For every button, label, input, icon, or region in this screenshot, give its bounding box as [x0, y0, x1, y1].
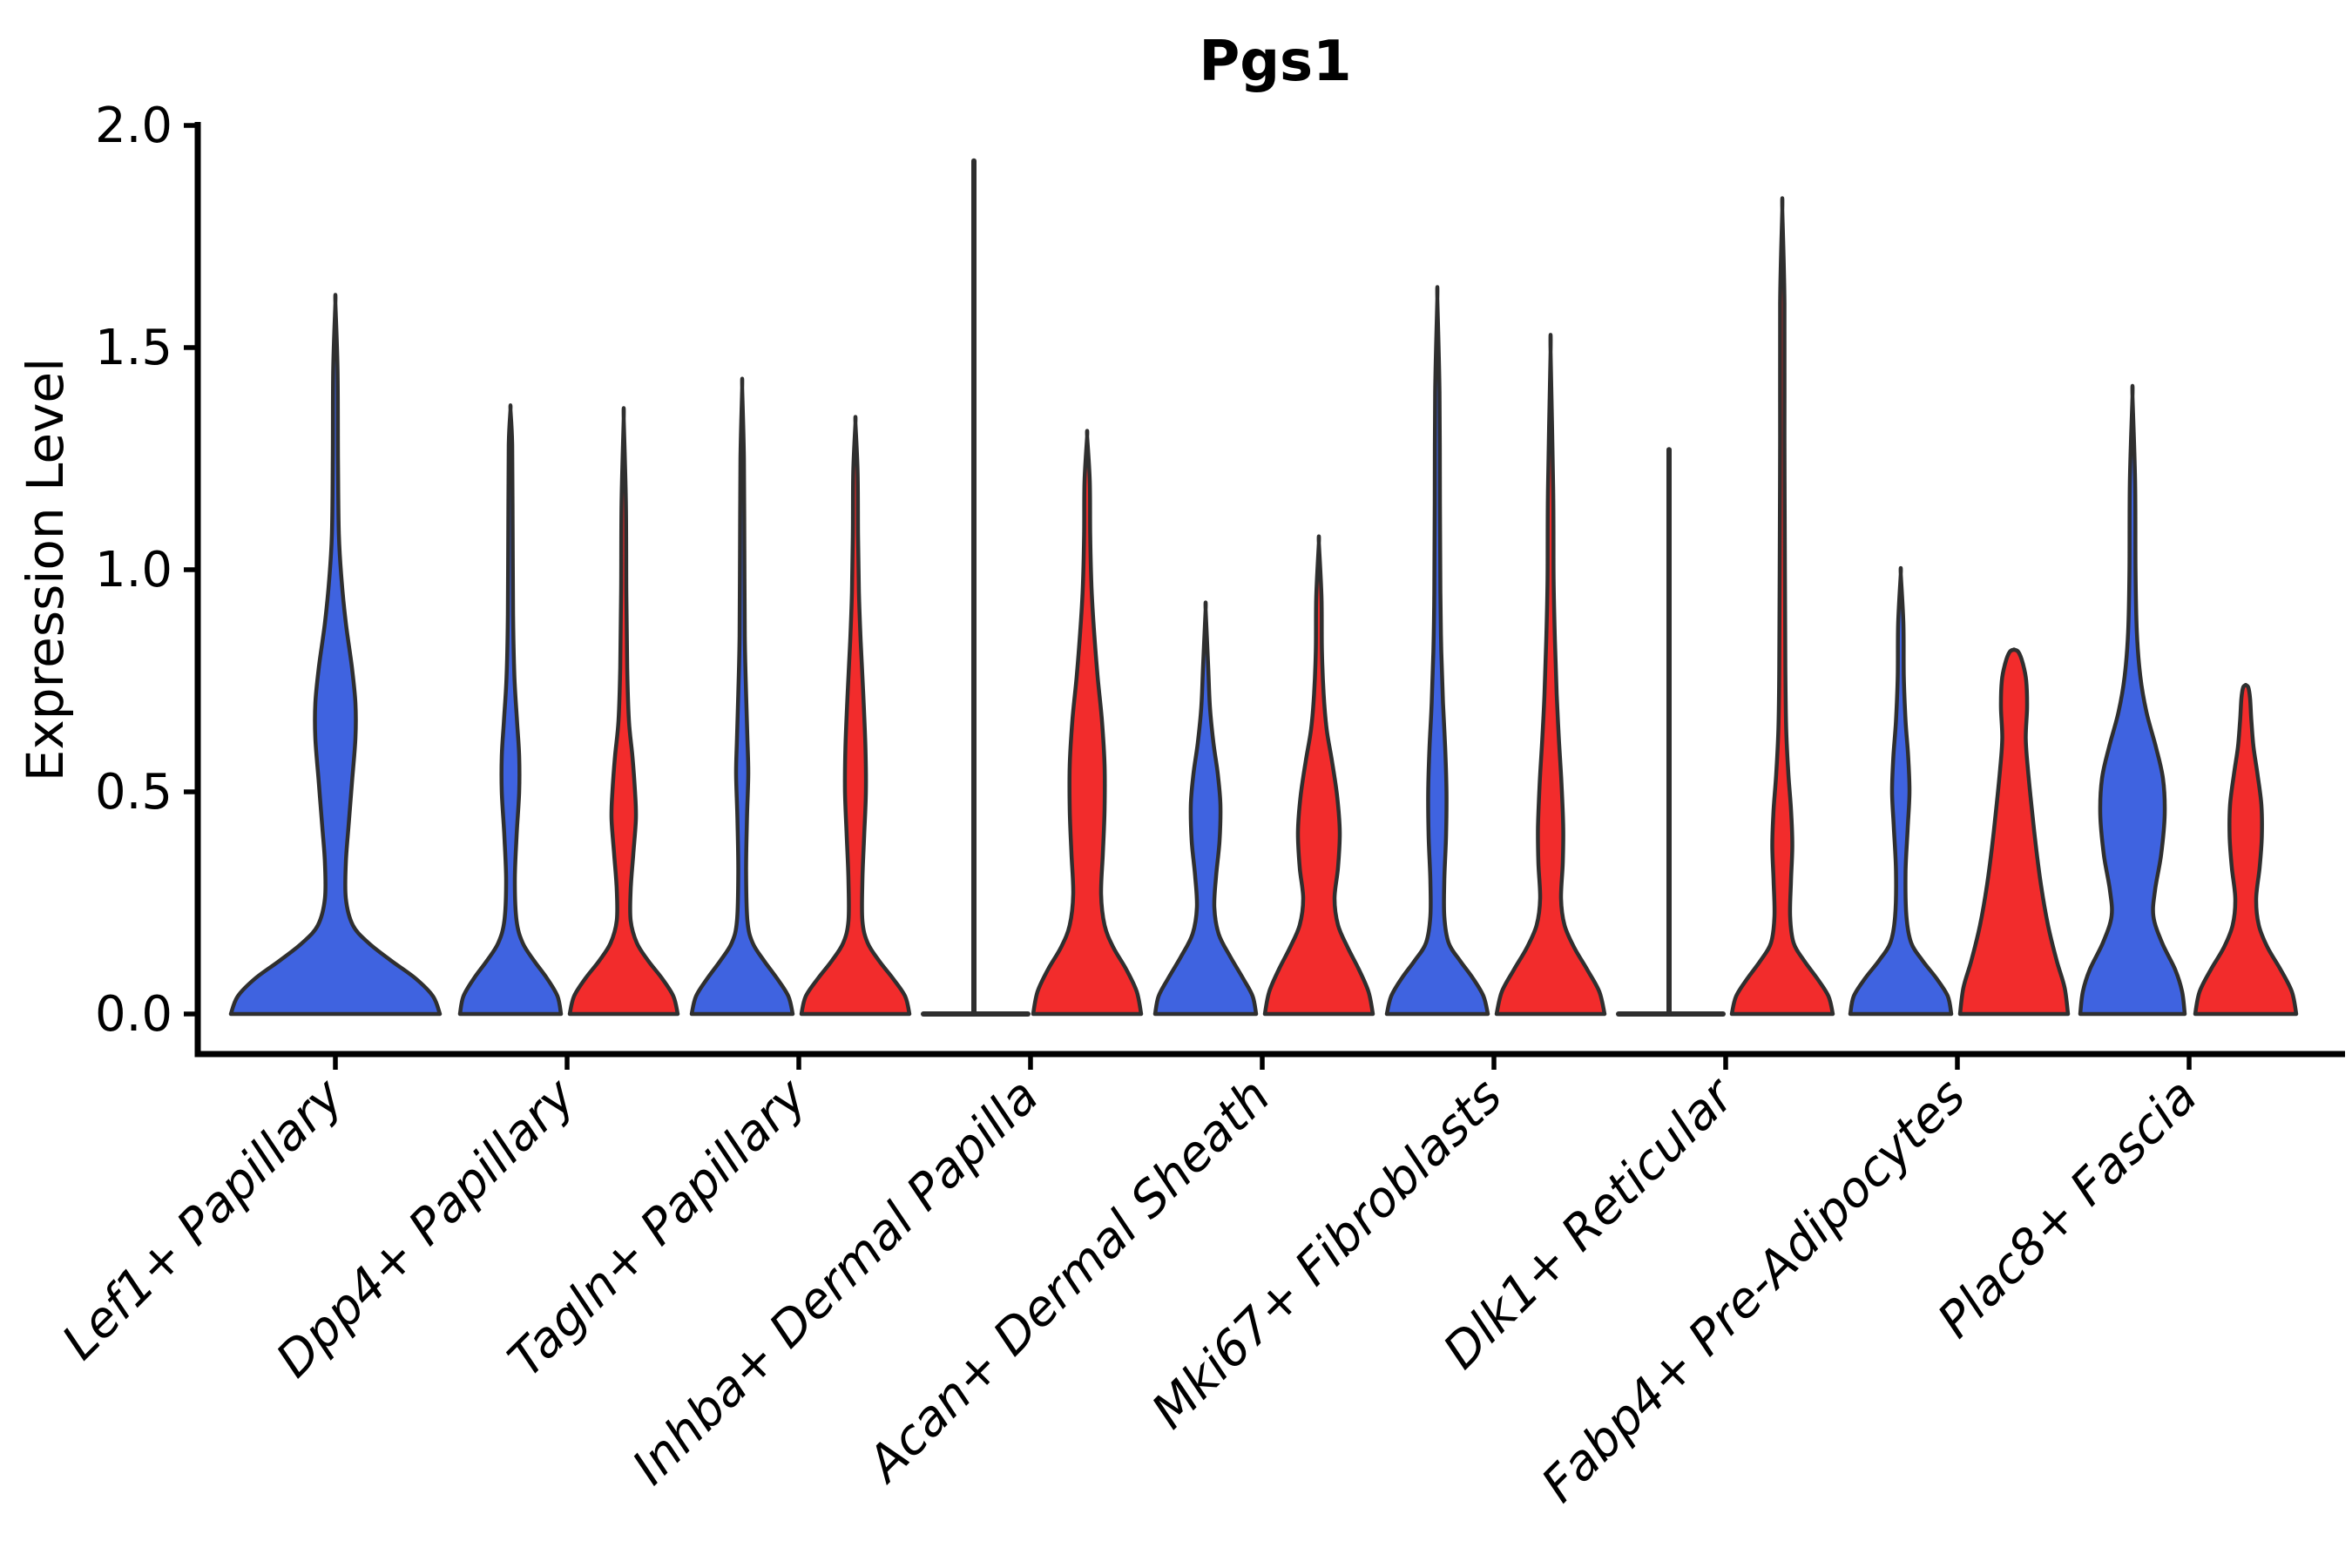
y-tick-label-0: 0.0: [95, 986, 172, 1043]
violin-acan-dermal-sheath-red: [1262, 534, 1375, 1017]
y-axis-ticks: 0.0 0.5 1.0 1.5 2.0: [95, 98, 198, 1043]
x-tick-label-acan-dermal-sheath: Acan+ Dermal Sheath: [855, 1068, 1281, 1494]
violin-inhba-dermal-papilla-red: [1031, 429, 1144, 1017]
violin-mki67-fibroblasts-blue: [1384, 285, 1490, 1017]
violin-dpp4-papillary-blue: [457, 403, 564, 1017]
y-tick-label-2: 1.0: [95, 542, 172, 598]
violin-plac8-fascia-blue: [2078, 383, 2187, 1017]
y-axis-label: Expression Level: [16, 358, 75, 781]
violin-dpp4-papillary-red: [567, 406, 680, 1017]
violins-layer: [228, 158, 2299, 1017]
y-tick-label-4: 2.0: [95, 98, 172, 154]
violin-fabp4-pre-adipocytes-red: [1957, 647, 2071, 1017]
chart-title: Pgs1: [1199, 30, 1351, 94]
y-tick-label-1: 0.5: [95, 764, 172, 821]
violin-fabp4-pre-adipocytes-blue: [1848, 565, 1954, 1017]
y-tick-label-3: 1.5: [95, 320, 172, 376]
violin-dlk1-reticular-red: [1729, 196, 1835, 1017]
x-tick-label-fabp4-pre-adipocytes: Fabp4+ Pre-Adipocytes: [1531, 1068, 1977, 1513]
violin-tagln-papillary-blue: [689, 376, 795, 1017]
violin-tagln-papillary-red: [799, 415, 912, 1017]
violin-mki67-fibroblasts-red: [1494, 333, 1607, 1017]
violin-lef1-papillary-blue: [228, 293, 443, 1017]
violin-acan-dermal-sheath-blue: [1152, 600, 1259, 1017]
violin-plac8-fascia-red: [2193, 683, 2299, 1017]
x-tick-label-inhba-dermal-papilla: Inhba+ Dermal Papilla: [622, 1068, 1050, 1496]
